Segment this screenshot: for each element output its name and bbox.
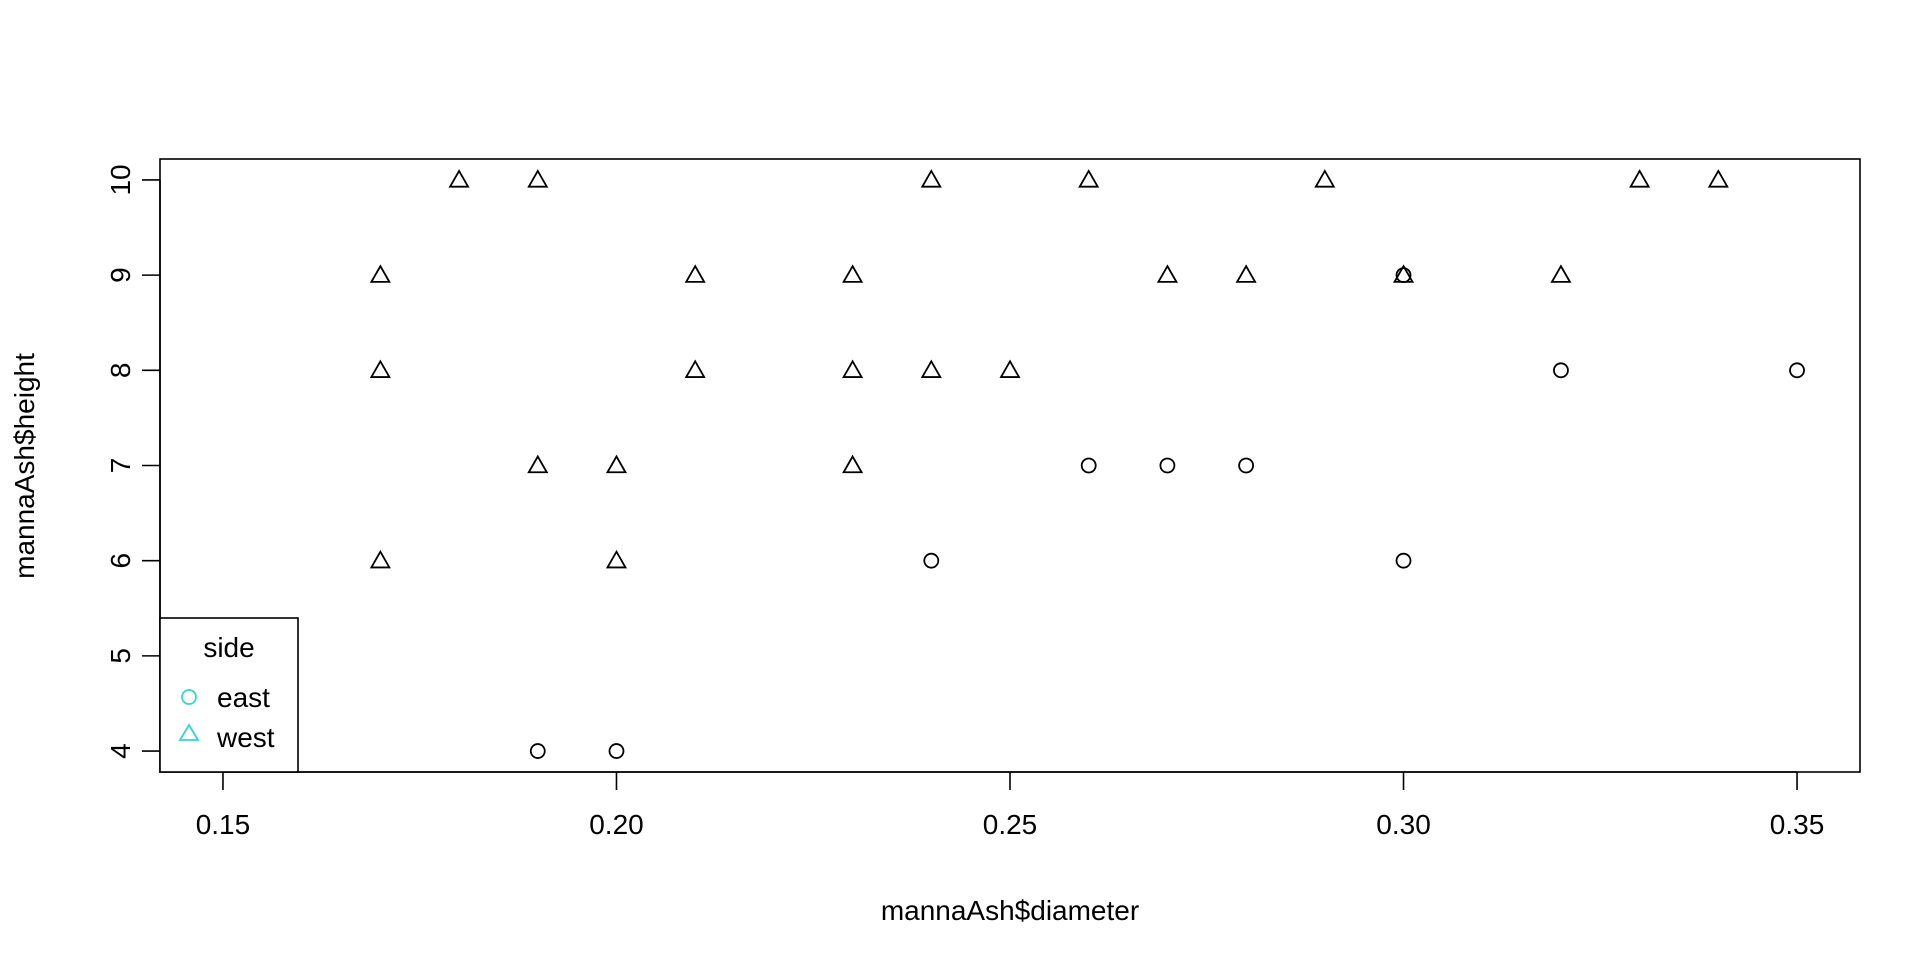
legend: side east west bbox=[159, 617, 299, 773]
legend-west-label: west bbox=[216, 722, 275, 753]
y-axis-ticks: 4 5 6 7 8 9 10 bbox=[105, 164, 161, 759]
west-point bbox=[527, 454, 549, 474]
west-point bbox=[920, 169, 942, 188]
y-tick-label: 7 bbox=[105, 458, 136, 474]
legend-title: side bbox=[203, 632, 254, 663]
east-point bbox=[1789, 362, 1805, 379]
west-point bbox=[1392, 264, 1415, 283]
east-point bbox=[1395, 552, 1412, 569]
east-point bbox=[1159, 457, 1176, 474]
y-tick-label: 8 bbox=[105, 363, 136, 379]
y-tick-label: 10 bbox=[105, 164, 136, 195]
west-point bbox=[684, 264, 706, 283]
east-point bbox=[1080, 457, 1097, 474]
data-points bbox=[369, 169, 1805, 759]
x-axis-ticks: 0.15 0.20 0.25 0.30 0.35 bbox=[196, 771, 1825, 840]
west-point bbox=[369, 549, 391, 569]
west-point bbox=[1629, 169, 1651, 188]
west-point bbox=[842, 264, 864, 283]
west-point bbox=[527, 169, 549, 188]
west-point bbox=[369, 359, 391, 378]
west-point bbox=[684, 359, 706, 378]
west-point bbox=[1156, 264, 1178, 283]
east-point bbox=[923, 552, 940, 569]
x-tick-label: 0.25 bbox=[983, 809, 1038, 840]
y-tick-label: 6 bbox=[105, 553, 136, 569]
legend-west-marker bbox=[178, 723, 200, 741]
west-point bbox=[605, 549, 628, 569]
y-tick-label: 9 bbox=[105, 267, 136, 283]
west-point bbox=[1707, 169, 1729, 188]
east-point bbox=[608, 743, 625, 759]
legend-east-marker bbox=[181, 689, 197, 705]
west-point bbox=[842, 454, 864, 474]
x-tick-label: 0.20 bbox=[589, 809, 644, 840]
west-point bbox=[842, 359, 864, 378]
legend-east-label: east bbox=[217, 682, 270, 713]
x-tick-label: 0.35 bbox=[1770, 809, 1825, 840]
axes bbox=[159, 158, 1861, 773]
west-point bbox=[605, 454, 628, 474]
west-point bbox=[1078, 169, 1100, 188]
west-point bbox=[1314, 169, 1336, 188]
y-tick-label: 4 bbox=[105, 743, 136, 759]
west-point bbox=[448, 169, 470, 188]
x-tick-label: 0.15 bbox=[196, 809, 251, 840]
east-point bbox=[1238, 457, 1255, 474]
west-point bbox=[369, 264, 391, 283]
west-point bbox=[999, 359, 1021, 378]
east-point bbox=[1553, 362, 1569, 379]
west-point bbox=[1550, 264, 1572, 283]
west-point bbox=[1235, 264, 1257, 283]
plot-frame bbox=[159, 158, 1861, 773]
x-tick-label: 0.30 bbox=[1376, 809, 1431, 840]
x-axis-label: mannaAsh$diameter bbox=[881, 895, 1139, 926]
y-tick-label: 5 bbox=[105, 648, 136, 664]
west-point bbox=[920, 359, 942, 378]
east-point bbox=[529, 743, 546, 759]
y-axis-label: mannaAsh$height bbox=[9, 353, 40, 579]
